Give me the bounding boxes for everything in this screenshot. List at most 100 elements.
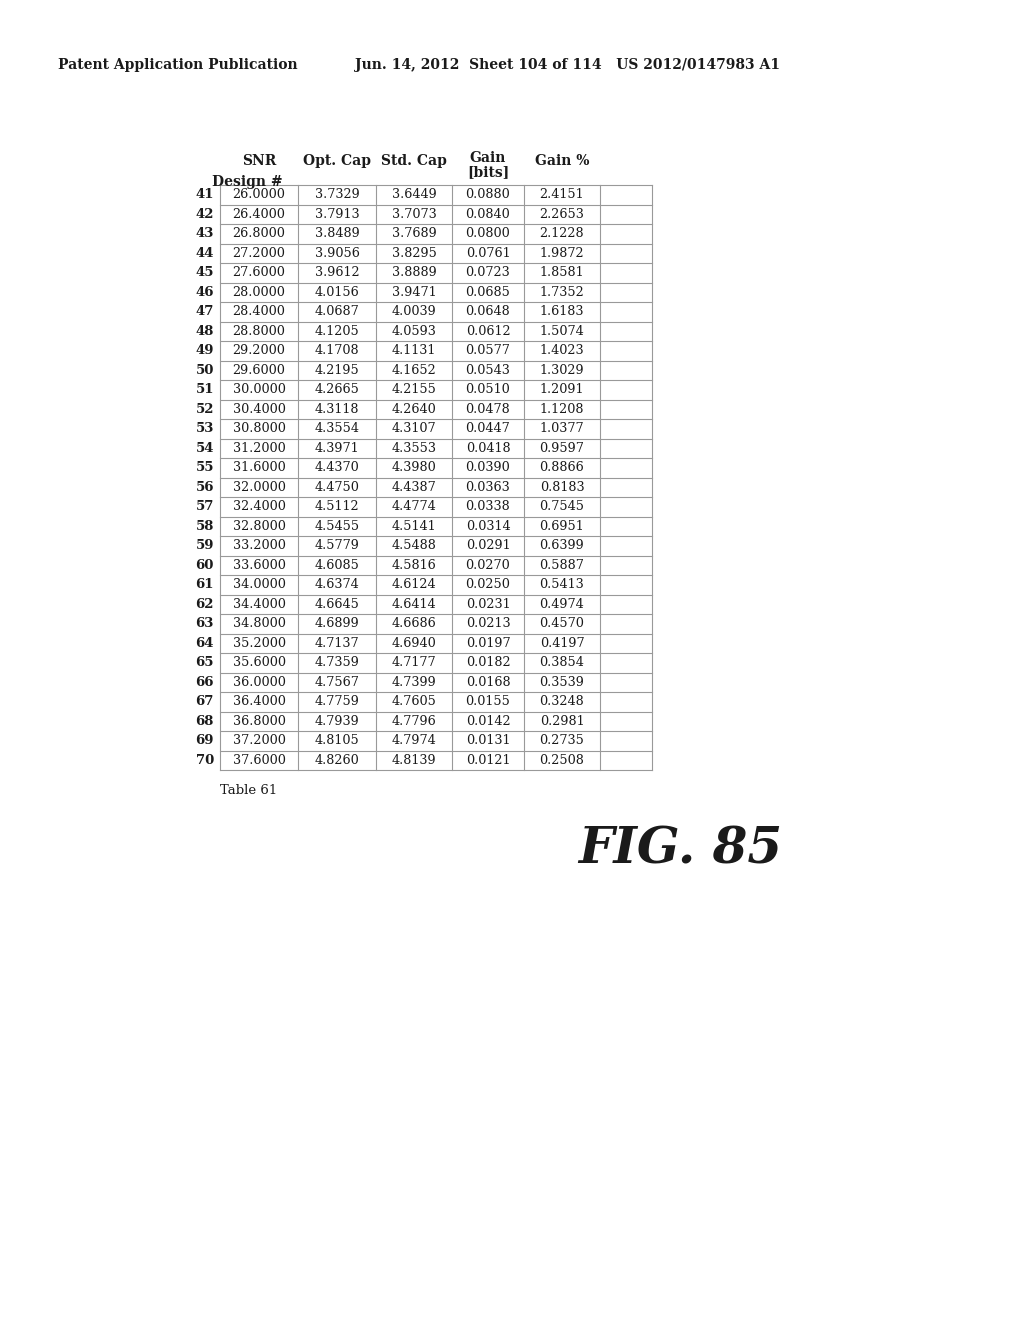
Text: 4.3553: 4.3553	[391, 442, 436, 455]
Text: 49: 49	[196, 345, 214, 358]
Text: 0.0510: 0.0510	[466, 383, 510, 396]
Text: 52: 52	[196, 403, 214, 416]
Text: [bits]: [bits]	[467, 165, 509, 180]
Text: 0.0447: 0.0447	[466, 422, 510, 436]
Text: 4.7796: 4.7796	[391, 714, 436, 727]
Text: 1.7352: 1.7352	[540, 285, 585, 298]
Text: 0.3854: 0.3854	[540, 656, 585, 669]
Text: 0.0800: 0.0800	[466, 227, 510, 240]
Text: 68: 68	[196, 714, 214, 727]
Text: 0.4197: 0.4197	[540, 636, 585, 649]
Text: 1.4023: 1.4023	[540, 345, 585, 358]
Text: 4.0687: 4.0687	[314, 305, 359, 318]
Text: 1.2091: 1.2091	[540, 383, 585, 396]
Text: 0.2508: 0.2508	[540, 754, 585, 767]
Text: 4.7359: 4.7359	[314, 656, 359, 669]
Text: 0.8183: 0.8183	[540, 480, 585, 494]
Text: 4.5488: 4.5488	[391, 540, 436, 552]
Text: 4.2155: 4.2155	[391, 383, 436, 396]
Text: 1.9872: 1.9872	[540, 247, 585, 260]
Text: 34.0000: 34.0000	[232, 578, 286, 591]
Text: Gain: Gain	[470, 150, 506, 165]
Text: 0.2981: 0.2981	[540, 714, 585, 727]
Text: 60: 60	[196, 558, 214, 572]
Text: 4.0156: 4.0156	[314, 285, 359, 298]
Text: 37.6000: 37.6000	[232, 754, 286, 767]
Text: 32.0000: 32.0000	[232, 480, 286, 494]
Text: 35.6000: 35.6000	[232, 656, 286, 669]
Text: 0.0478: 0.0478	[466, 403, 510, 416]
Text: 26.0000: 26.0000	[232, 189, 286, 201]
Text: 55: 55	[196, 461, 214, 474]
Text: 4.7177: 4.7177	[392, 656, 436, 669]
Text: 53: 53	[196, 422, 214, 436]
Text: 0.5413: 0.5413	[540, 578, 585, 591]
Text: 4.2665: 4.2665	[314, 383, 359, 396]
Text: 4.7759: 4.7759	[314, 696, 359, 709]
Text: 54: 54	[196, 442, 214, 455]
Text: 51: 51	[196, 383, 214, 396]
Text: 30.4000: 30.4000	[232, 403, 286, 416]
Text: 27.6000: 27.6000	[232, 267, 286, 280]
Text: 0.7545: 0.7545	[540, 500, 585, 513]
Text: 0.0612: 0.0612	[466, 325, 510, 338]
Text: 3.8489: 3.8489	[314, 227, 359, 240]
Text: 0.0723: 0.0723	[466, 267, 510, 280]
Text: 0.0338: 0.0338	[466, 500, 510, 513]
Text: 67: 67	[196, 696, 214, 709]
Text: 0.3248: 0.3248	[540, 696, 585, 709]
Text: 0.0250: 0.0250	[466, 578, 510, 591]
Text: Design #: Design #	[212, 176, 283, 189]
Text: 32.4000: 32.4000	[232, 500, 286, 513]
Text: 0.0231: 0.0231	[466, 598, 510, 611]
Text: 31.2000: 31.2000	[232, 442, 286, 455]
Text: 4.6940: 4.6940	[391, 636, 436, 649]
Text: 30.0000: 30.0000	[232, 383, 286, 396]
Text: 0.9597: 0.9597	[540, 442, 585, 455]
Text: 4.3107: 4.3107	[392, 422, 436, 436]
Text: 3.7329: 3.7329	[314, 189, 359, 201]
Text: 33.6000: 33.6000	[232, 558, 286, 572]
Text: 62: 62	[196, 598, 214, 611]
Text: 1.3029: 1.3029	[540, 364, 585, 376]
Text: 0.0155: 0.0155	[466, 696, 510, 709]
Text: 4.6124: 4.6124	[392, 578, 436, 591]
Text: 4.0039: 4.0039	[391, 305, 436, 318]
Text: 28.0000: 28.0000	[232, 285, 286, 298]
Text: Patent Application Publication: Patent Application Publication	[58, 58, 298, 73]
Text: 58: 58	[196, 520, 214, 533]
Text: 4.1131: 4.1131	[392, 345, 436, 358]
Text: 59: 59	[196, 540, 214, 552]
Text: 4.7939: 4.7939	[314, 714, 359, 727]
Text: 0.0761: 0.0761	[466, 247, 510, 260]
Text: 57: 57	[196, 500, 214, 513]
Text: 2.2653: 2.2653	[540, 207, 585, 220]
Text: 4.5141: 4.5141	[392, 520, 436, 533]
Text: 0.0543: 0.0543	[466, 364, 510, 376]
Text: 69: 69	[196, 734, 214, 747]
Text: 42: 42	[196, 207, 214, 220]
Text: 0.0270: 0.0270	[466, 558, 510, 572]
Text: 47: 47	[196, 305, 214, 318]
Text: 0.0291: 0.0291	[466, 540, 510, 552]
Text: 34.4000: 34.4000	[232, 598, 286, 611]
Text: 4.0593: 4.0593	[391, 325, 436, 338]
Text: 0.0121: 0.0121	[466, 754, 510, 767]
Text: 56: 56	[196, 480, 214, 494]
Text: 0.0168: 0.0168	[466, 676, 510, 689]
Text: 29.6000: 29.6000	[232, 364, 286, 376]
Text: 35.2000: 35.2000	[232, 636, 286, 649]
Text: 45: 45	[196, 267, 214, 280]
Text: 4.4750: 4.4750	[314, 480, 359, 494]
Text: 4.7974: 4.7974	[391, 734, 436, 747]
Text: 4.5779: 4.5779	[314, 540, 359, 552]
Text: 4.8139: 4.8139	[392, 754, 436, 767]
Text: 44: 44	[196, 247, 214, 260]
Text: 4.6374: 4.6374	[314, 578, 359, 591]
Text: 70: 70	[196, 754, 214, 767]
Text: 26.8000: 26.8000	[232, 227, 286, 240]
Text: 4.6686: 4.6686	[391, 618, 436, 630]
Text: 0.0363: 0.0363	[466, 480, 510, 494]
Text: 0.0182: 0.0182	[466, 656, 510, 669]
Text: Std. Cap: Std. Cap	[381, 154, 446, 168]
